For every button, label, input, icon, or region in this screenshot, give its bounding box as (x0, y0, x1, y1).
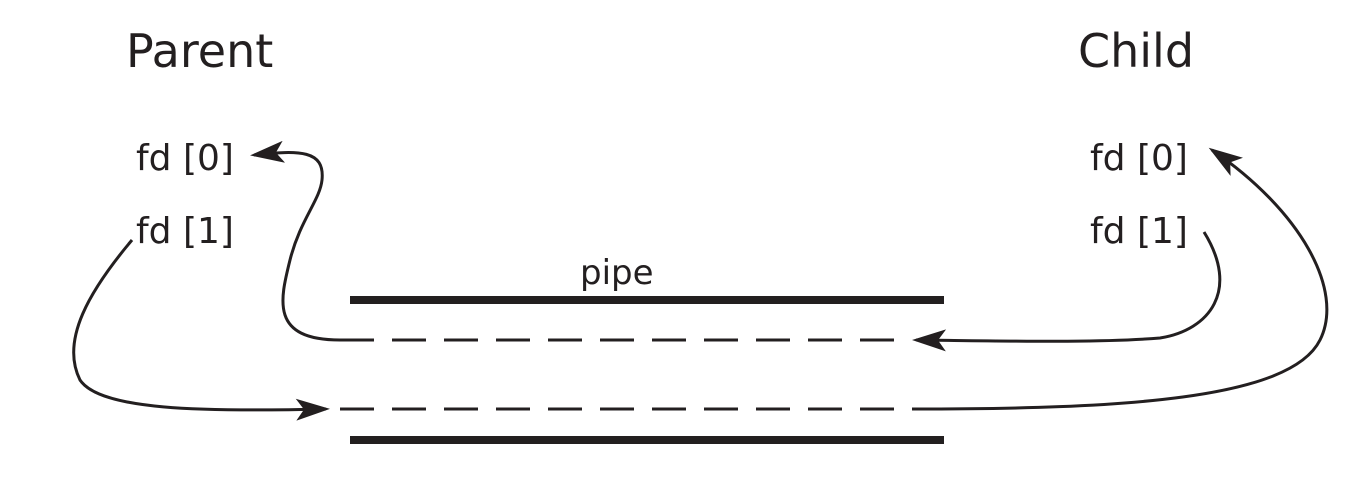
parent-fd-read-label: fd [0] (136, 138, 234, 179)
pipe-label: pipe (580, 253, 654, 293)
child-read-arrow (911, 147, 1329, 411)
parent-read-arrow (250, 140, 341, 342)
child-title: Child (1078, 24, 1194, 78)
parent-title: Parent (126, 24, 273, 78)
parent-write-arrow (72, 239, 330, 421)
child-fd-read-label: fd [0] (1090, 138, 1188, 179)
parent-fd-write-label: fd [1] (136, 211, 234, 252)
child-write-arrow (912, 231, 1222, 352)
child-fd-write-label: fd [1] (1090, 211, 1188, 252)
